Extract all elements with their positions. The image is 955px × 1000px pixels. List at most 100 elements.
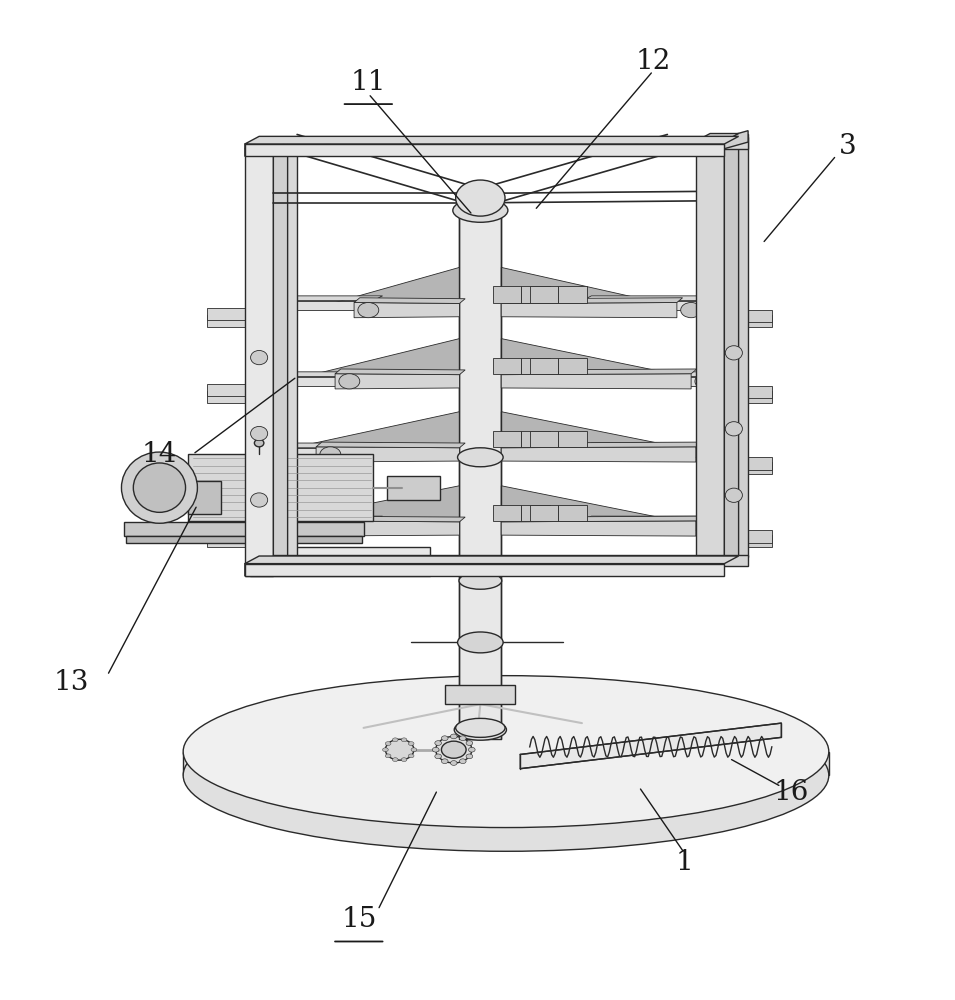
Ellipse shape (339, 374, 360, 389)
Polygon shape (445, 685, 516, 704)
Polygon shape (559, 505, 586, 521)
Polygon shape (388, 476, 439, 500)
Polygon shape (244, 136, 738, 144)
Polygon shape (501, 267, 658, 303)
Ellipse shape (320, 447, 341, 462)
Ellipse shape (250, 350, 267, 365)
Ellipse shape (435, 736, 472, 763)
Polygon shape (273, 516, 383, 521)
Polygon shape (273, 372, 383, 377)
Ellipse shape (385, 742, 391, 745)
Polygon shape (316, 447, 459, 462)
Polygon shape (729, 315, 772, 327)
Ellipse shape (435, 754, 441, 759)
Ellipse shape (433, 747, 439, 752)
Ellipse shape (183, 699, 829, 851)
Ellipse shape (456, 180, 505, 216)
Ellipse shape (393, 758, 398, 762)
Polygon shape (582, 448, 696, 457)
Polygon shape (124, 522, 364, 536)
Ellipse shape (456, 718, 505, 737)
Polygon shape (501, 298, 683, 303)
Ellipse shape (451, 761, 457, 765)
Polygon shape (302, 521, 459, 536)
Polygon shape (273, 141, 287, 576)
Ellipse shape (385, 754, 391, 758)
Ellipse shape (121, 452, 198, 523)
Polygon shape (582, 301, 696, 310)
Ellipse shape (469, 747, 476, 752)
Ellipse shape (386, 739, 414, 760)
Polygon shape (724, 134, 748, 557)
Text: 13: 13 (53, 669, 89, 696)
Ellipse shape (358, 303, 379, 318)
Polygon shape (729, 530, 772, 543)
Polygon shape (696, 134, 738, 141)
Text: 3: 3 (839, 133, 857, 160)
Polygon shape (244, 556, 738, 564)
Ellipse shape (725, 488, 742, 502)
Ellipse shape (466, 741, 473, 745)
Ellipse shape (134, 463, 185, 512)
Polygon shape (501, 447, 696, 462)
Polygon shape (244, 557, 287, 576)
Polygon shape (188, 481, 222, 514)
Text: 12: 12 (635, 48, 670, 75)
Ellipse shape (457, 632, 503, 653)
Ellipse shape (383, 748, 389, 752)
Polygon shape (729, 535, 772, 547)
Polygon shape (521, 358, 550, 374)
Polygon shape (207, 462, 247, 474)
Ellipse shape (183, 676, 829, 828)
Ellipse shape (453, 199, 508, 222)
Polygon shape (188, 454, 373, 521)
Polygon shape (521, 431, 550, 447)
Polygon shape (501, 516, 702, 522)
Polygon shape (582, 372, 706, 377)
Ellipse shape (409, 754, 414, 758)
Polygon shape (354, 303, 459, 318)
Polygon shape (244, 144, 724, 156)
Polygon shape (501, 339, 672, 374)
Polygon shape (297, 412, 459, 447)
Ellipse shape (700, 521, 721, 536)
Ellipse shape (459, 759, 466, 764)
Polygon shape (501, 369, 697, 375)
Polygon shape (729, 386, 772, 398)
Ellipse shape (451, 734, 457, 739)
Polygon shape (207, 391, 247, 403)
Polygon shape (354, 298, 465, 303)
Ellipse shape (459, 736, 466, 741)
Polygon shape (729, 391, 772, 403)
Polygon shape (530, 505, 559, 521)
Ellipse shape (725, 422, 742, 436)
Polygon shape (493, 431, 521, 447)
Text: 14: 14 (141, 441, 177, 468)
Ellipse shape (455, 719, 506, 740)
Polygon shape (335, 374, 459, 389)
Ellipse shape (441, 741, 466, 758)
Polygon shape (582, 377, 696, 386)
Polygon shape (283, 486, 459, 521)
Polygon shape (273, 555, 748, 566)
Ellipse shape (401, 758, 407, 762)
Polygon shape (249, 565, 430, 576)
Polygon shape (582, 443, 706, 448)
Ellipse shape (441, 759, 448, 764)
Polygon shape (696, 141, 724, 566)
Polygon shape (126, 536, 362, 543)
Polygon shape (521, 286, 550, 303)
Polygon shape (207, 384, 247, 396)
Polygon shape (724, 134, 738, 566)
Polygon shape (244, 149, 273, 576)
Ellipse shape (700, 447, 721, 462)
Polygon shape (273, 443, 383, 448)
Polygon shape (724, 131, 748, 149)
Ellipse shape (681, 303, 702, 318)
Polygon shape (501, 486, 677, 521)
Polygon shape (559, 431, 586, 447)
Polygon shape (302, 516, 465, 522)
Polygon shape (729, 462, 772, 474)
Polygon shape (729, 457, 772, 470)
Ellipse shape (441, 736, 448, 741)
